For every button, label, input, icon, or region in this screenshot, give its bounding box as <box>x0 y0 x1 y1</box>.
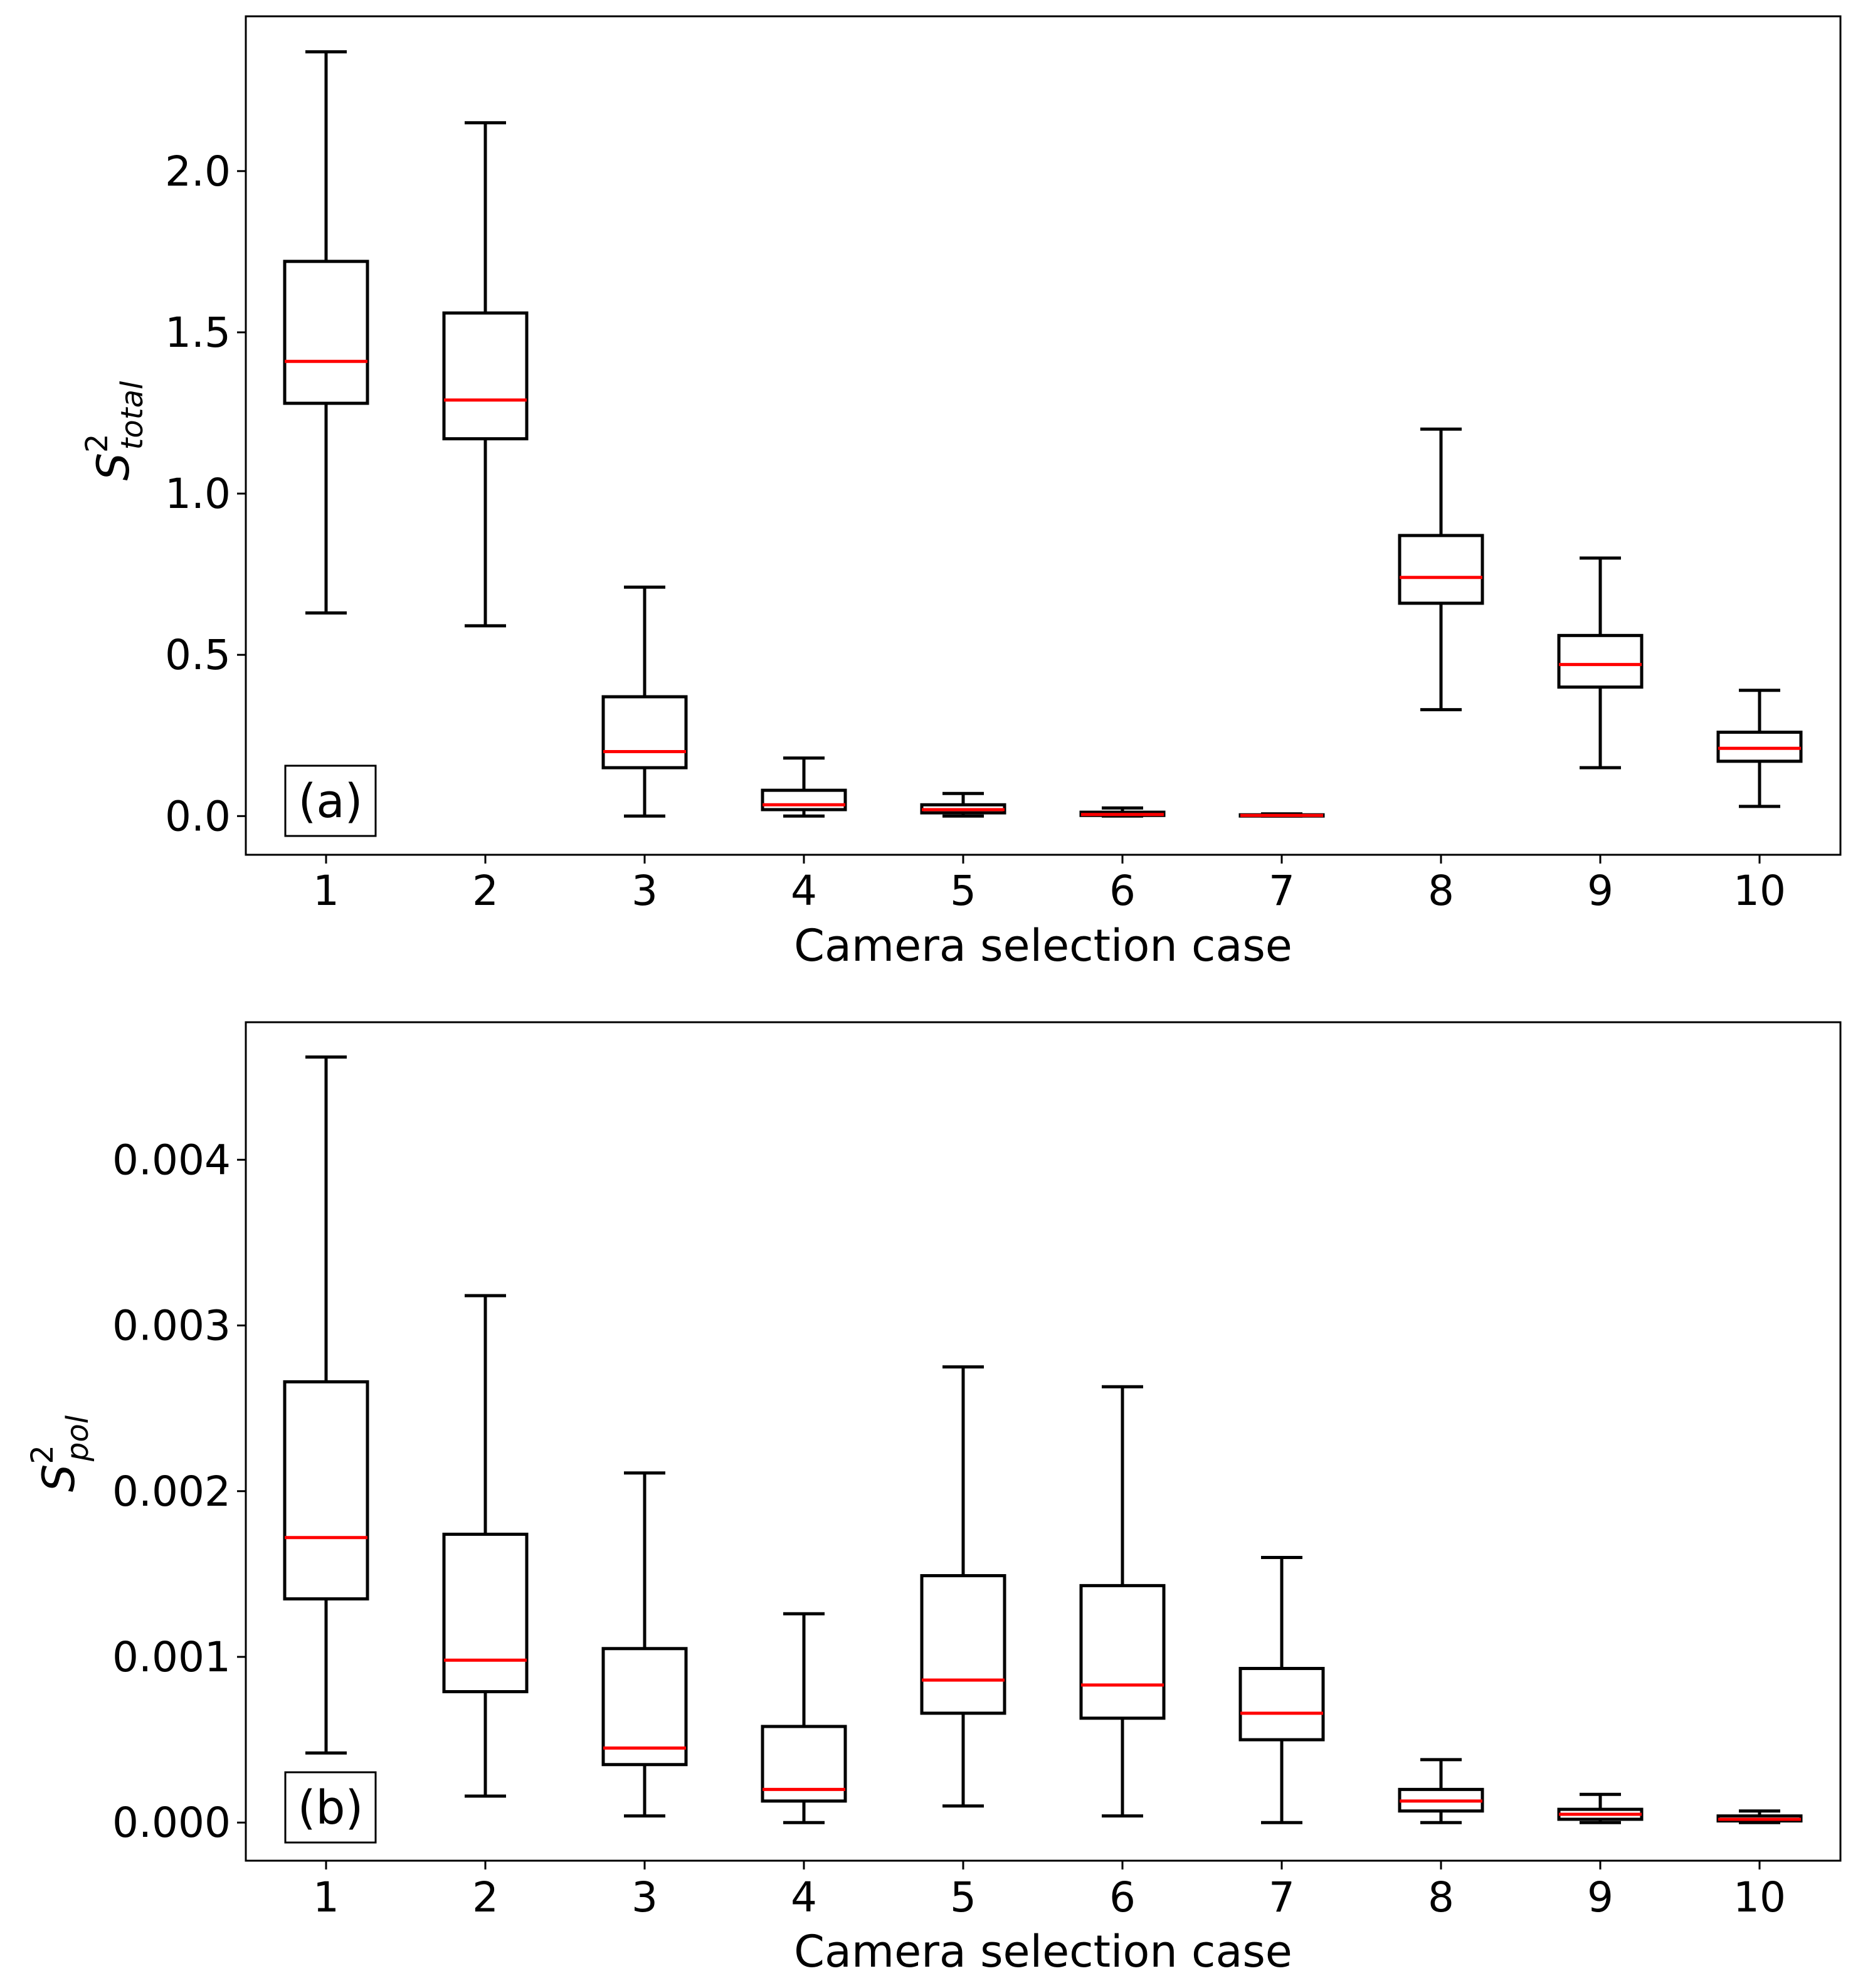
x-axis-label: Camera selection case <box>794 1926 1292 1977</box>
y-axis-label: S2pol <box>25 1415 95 1492</box>
box-5 <box>920 791 1006 818</box>
y-axis-label-sub: total <box>115 381 150 450</box>
x-tick-label: 7 <box>1269 1873 1295 1922</box>
panel-label: (b) <box>298 1781 364 1835</box>
iqr-box <box>1716 731 1803 763</box>
iqr-box <box>601 695 688 769</box>
y-tick-label: 1.5 <box>165 309 231 357</box>
y-tick-label: 0.004 <box>112 1136 231 1184</box>
x-tick-label: 1 <box>313 1873 339 1922</box>
x-tick-label: 10 <box>1733 1873 1786 1922</box>
box-7 <box>1238 1555 1325 1824</box>
y-tick-label: 0.5 <box>165 631 231 679</box>
y-axis-label: S2total <box>80 381 150 480</box>
x-tick-label: 8 <box>1428 1873 1454 1922</box>
axes-frame <box>245 15 1842 856</box>
iqr-box <box>1398 534 1484 605</box>
box-10 <box>1716 1809 1803 1824</box>
box-2 <box>442 121 529 628</box>
iqr-box <box>1238 1666 1325 1742</box>
box-5 <box>920 1365 1006 1808</box>
panel-label-box <box>284 1771 377 1844</box>
box-7 <box>1238 812 1325 818</box>
y-axis-label-sup: 2 <box>80 433 115 453</box>
box-2 <box>442 1294 529 1798</box>
iqr-box <box>283 260 369 405</box>
box-1 <box>283 1055 369 1755</box>
x-axis-label: Camera selection case <box>794 920 1292 971</box>
panel-b: 0.000 0.001 0.002 0.003 0.004 1 2 3 4 5 6 7 8 9 10 Came… <box>25 1021 1842 1977</box>
axes-frame <box>245 1021 1842 1862</box>
x-tick-label: 10 <box>1733 867 1786 915</box>
y-tick-label: 0.003 <box>112 1302 231 1350</box>
box-3 <box>601 585 688 818</box>
y-tick-label: 1.0 <box>165 470 231 518</box>
box-8 <box>1398 1758 1484 1824</box>
iqr-box <box>442 311 529 441</box>
panel-label: (a) <box>298 775 362 828</box>
y-axis-label-sup: 2 <box>25 1445 60 1464</box>
box-9 <box>1557 556 1644 769</box>
y-axis-label-base: S <box>88 453 139 480</box>
x-tick-label: 2 <box>472 1873 499 1922</box>
iqr-box <box>761 788 847 812</box>
x-tick-label: 7 <box>1269 867 1295 915</box>
iqr-box <box>920 1574 1006 1715</box>
x-tick-label: 1 <box>313 867 339 915</box>
x-tick-label: 2 <box>472 867 499 915</box>
iqr-box <box>283 1380 369 1601</box>
y-tick-label: 0.0 <box>165 792 231 840</box>
y-axis-label-base: S <box>33 1464 85 1492</box>
y-tick-label: 0.001 <box>112 1633 231 1681</box>
iqr-box <box>601 1647 688 1767</box>
box-4 <box>761 1612 847 1824</box>
y-tick-label: 0.000 <box>112 1799 231 1847</box>
y-axis-label-sub: pol <box>60 1415 95 1462</box>
iqr-box <box>1079 1584 1166 1720</box>
x-tick-label: 6 <box>1109 867 1136 915</box>
x-tick-label: 6 <box>1109 1873 1136 1922</box>
box-3 <box>601 1471 688 1818</box>
x-tick-label: 8 <box>1428 867 1454 915</box>
iqr-box <box>1557 633 1644 689</box>
box-9 <box>1557 1792 1644 1824</box>
y-tick-label: 2.0 <box>165 147 231 196</box>
x-tick-label: 5 <box>950 1873 976 1922</box>
x-tick-label: 5 <box>950 867 976 915</box>
x-tick-label: 4 <box>791 867 817 915</box>
iqr-box <box>442 1532 529 1693</box>
panel-label-box <box>284 764 377 837</box>
box-8 <box>1398 427 1484 712</box>
box-10 <box>1716 689 1803 808</box>
iqr-box <box>761 1725 847 1803</box>
x-tick-label: 9 <box>1587 867 1613 915</box>
x-tick-label: 9 <box>1587 1873 1613 1922</box>
y-tick-label: 0.002 <box>112 1467 231 1516</box>
box-1 <box>283 50 369 615</box>
box-6 <box>1079 1385 1166 1818</box>
x-tick-label: 4 <box>791 1873 817 1922</box>
box-6 <box>1079 806 1166 818</box>
panel-a: 0.0 0.5 1.0 1.5 2.0 1 2 3 4 5 6 7 8 9 10 Camera selecti… <box>80 15 1842 971</box>
x-tick-label: 3 <box>631 867 658 915</box>
box-4 <box>761 756 847 818</box>
x-tick-label: 3 <box>631 1873 658 1922</box>
